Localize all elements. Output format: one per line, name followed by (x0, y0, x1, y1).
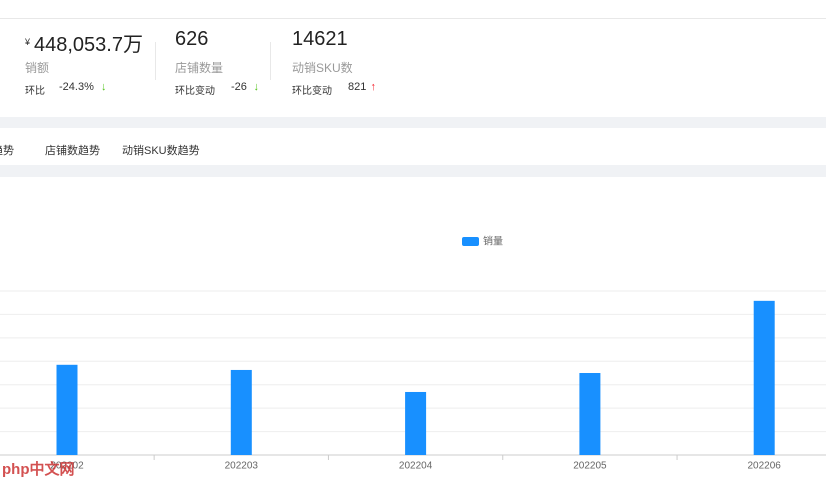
watermark: php中文网 (2, 461, 75, 478)
tab[interactable]: 店铺数趋势 (45, 145, 100, 157)
stat-label: 店铺数量 (175, 61, 224, 75)
legend-label: 销量 (483, 235, 503, 248)
x-tick-label: 202203 (225, 461, 259, 472)
trend: ↓ (253, 81, 260, 93)
tab[interactable]: 动销SKU数趋势 (122, 145, 200, 157)
x-tick-label: 202202 (50, 461, 84, 472)
x-tick-label: 202205 (573, 461, 607, 472)
change-label: 环比变动 (175, 86, 215, 97)
trend: ↑ (370, 81, 377, 93)
change-value: -26 (231, 81, 247, 93)
x-tick-label: 202206 (748, 461, 782, 472)
stat-label: 销额 (25, 61, 50, 75)
stat-value: 626 (175, 28, 209, 50)
stat-value: 14621 (292, 28, 348, 50)
tab[interactable]: 销额趋势 (0, 145, 14, 157)
currency: ¥ (25, 37, 31, 47)
divider (270, 42, 271, 80)
separator (0, 117, 826, 128)
bar (579, 373, 601, 455)
change-label: 环比变动 (292, 86, 332, 97)
divider (155, 42, 156, 80)
chart: 01234567202202202203202204202205202206销量 (0, 235, 826, 472)
change-value: -24.3% (59, 81, 94, 93)
separator (0, 165, 826, 177)
change-value: 821 (348, 81, 367, 93)
change-label: 环比 (25, 86, 45, 97)
bar (405, 391, 427, 455)
trend: ↓ (101, 81, 107, 93)
top-border (0, 18, 826, 19)
bar (56, 364, 78, 455)
stat-label: 动销SKU数 (292, 61, 353, 75)
bar (753, 300, 775, 455)
legend-swatch (462, 237, 479, 246)
x-tick-label: 202204 (399, 461, 433, 472)
stat-value: 448,053.7万 (34, 34, 143, 56)
bar (230, 369, 252, 455)
